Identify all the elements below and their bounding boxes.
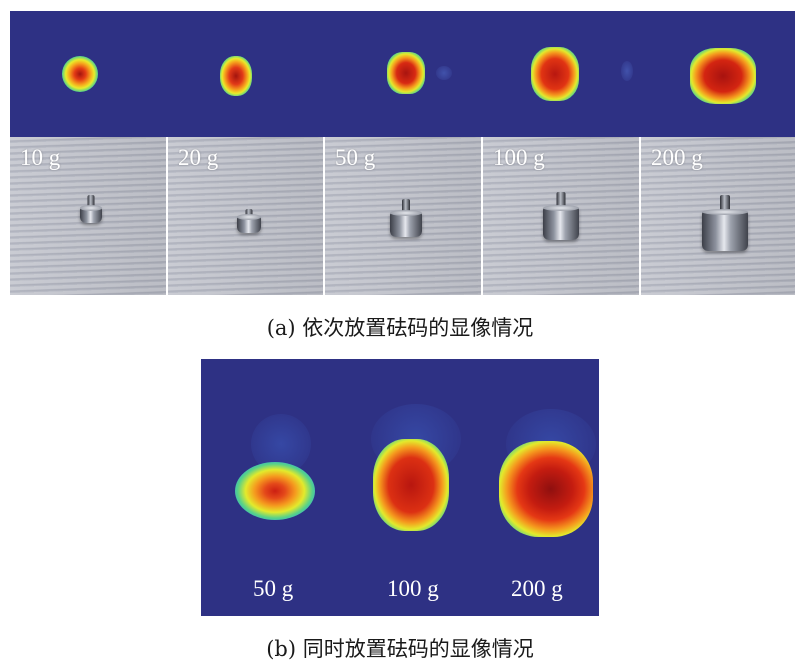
weight-label: 10 g (20, 145, 61, 170)
photo-100g: 100 g (483, 137, 639, 295)
pressure-blob-50g (235, 462, 315, 520)
pressure-blob (387, 52, 425, 94)
weight-50g (390, 199, 422, 237)
weight-label-200g: 200 g (511, 576, 563, 601)
weight-label: 20 g (178, 145, 219, 170)
pressure-blob (220, 56, 252, 96)
photo-50g: 50 g (325, 137, 481, 295)
weight-label: 50 g (335, 145, 376, 170)
caption-b: (b) 同时放置砝码的显像情况 (266, 637, 534, 661)
weight-label-100g: 100 g (387, 576, 439, 601)
heatmap-200g (638, 11, 795, 137)
weight-10g (80, 195, 102, 223)
pressure-blob-faint (436, 66, 452, 80)
pressure-blob-faint (621, 61, 633, 81)
pressure-blob (62, 56, 98, 92)
pressure-blob-100g (373, 439, 449, 531)
heatmap-strip (10, 11, 795, 137)
pressure-blob (690, 48, 756, 104)
weight-20g (237, 209, 261, 233)
caption-a: (a) 依次放置砝码的显像情况 (266, 316, 534, 340)
photo-strip: 10 g 20 g 50 g (10, 137, 795, 295)
pressure-blob-200g (499, 441, 593, 537)
weight-100g (543, 192, 579, 240)
pressure-blob (531, 47, 579, 101)
weight-label: 200 g (651, 145, 703, 170)
weight-200g (702, 195, 748, 251)
weight-label-50g: 50 g (253, 576, 294, 601)
heatmap-20g (167, 11, 324, 137)
heatmap-10g (10, 11, 167, 137)
weight-label: 100 g (493, 145, 545, 170)
heatmap-50g (324, 11, 481, 137)
photo-200g: 200 g (641, 137, 795, 295)
photo-10g: 10 g (10, 137, 166, 295)
heatmap-simultaneous: 50 g 100 g 200 g (201, 359, 599, 616)
photo-20g: 20 g (168, 137, 323, 295)
heatmap-100g (481, 11, 638, 137)
